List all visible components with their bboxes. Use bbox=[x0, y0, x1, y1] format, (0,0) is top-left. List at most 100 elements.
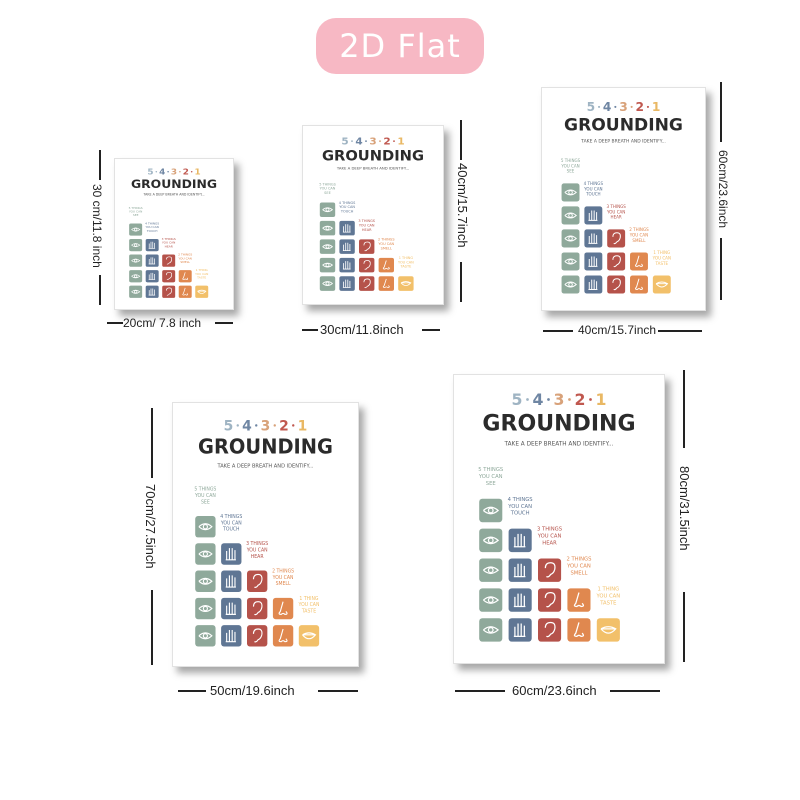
height-label: 80cm/31.5inch bbox=[677, 466, 692, 551]
step-label-line: 4 THINGS bbox=[220, 514, 242, 520]
poster-xxlarge: 5 4 3 2 1 GROUNDING TAKE A DEEP BREATH AND IDE… bbox=[453, 374, 665, 664]
step-label-line: 4 THINGS bbox=[145, 222, 159, 226]
eye-icon bbox=[129, 254, 143, 267]
height-line bbox=[683, 592, 685, 662]
step-label-line: YOU CAN bbox=[652, 255, 671, 260]
countdown-number: 5 bbox=[224, 418, 234, 434]
step-label-line: YOU CAN bbox=[507, 504, 532, 510]
ear-icon bbox=[538, 558, 562, 582]
step-label-line: TASTE bbox=[301, 608, 316, 614]
step-label-line: TOUCH bbox=[510, 511, 530, 517]
poster-small: 5 4 3 2 1 GROUNDING TAKE A DEEP BREATH AND IDE… bbox=[114, 158, 234, 310]
step-label-line: YOU CAN bbox=[478, 474, 503, 480]
eye-icon bbox=[195, 597, 216, 620]
countdown-number: 4 bbox=[603, 100, 612, 114]
step-label-line: SEE bbox=[201, 499, 210, 505]
height-line bbox=[720, 238, 722, 300]
width-line bbox=[455, 690, 505, 692]
poster-title: GROUNDING bbox=[482, 410, 635, 436]
hand-icon bbox=[339, 220, 355, 236]
step-label-line: SMELL bbox=[632, 238, 646, 243]
step-label-line: TASTE bbox=[655, 261, 669, 266]
height-line bbox=[151, 408, 153, 478]
step-label-line: 3 THINGS bbox=[246, 541, 268, 547]
step-label-line: TOUCH bbox=[585, 192, 601, 197]
step-label-line: SEE bbox=[133, 213, 139, 217]
nose-icon bbox=[272, 625, 294, 647]
eye-icon bbox=[561, 229, 580, 248]
step-label-line: YOU CAN bbox=[272, 575, 294, 581]
step-label-line: 5 THINGS bbox=[319, 182, 336, 186]
height-line bbox=[460, 262, 462, 302]
width-line bbox=[658, 330, 702, 332]
countdown-number: 2 bbox=[183, 168, 189, 178]
width-label: 40cm/15.7inch bbox=[578, 323, 657, 337]
poster-title: GROUNDING bbox=[131, 177, 217, 191]
step-label-line: YOU CAN bbox=[378, 242, 394, 246]
dot-separator bbox=[597, 105, 601, 108]
step-label-line: SMELL bbox=[381, 246, 392, 250]
dot-separator bbox=[273, 424, 276, 427]
countdown-number: 2 bbox=[575, 390, 586, 409]
dot-separator bbox=[379, 140, 381, 143]
countdown-number: 2 bbox=[383, 137, 390, 148]
eye-icon bbox=[561, 183, 580, 202]
countdown-number: 4 bbox=[355, 137, 362, 148]
step-label-line: YOU CAN bbox=[359, 224, 375, 228]
step-label-line: SEE bbox=[324, 191, 331, 195]
countdown-number: 1 bbox=[298, 418, 308, 434]
step-label-line: 3 THINGS bbox=[358, 219, 375, 223]
step-label-line: YOU CAN bbox=[320, 187, 336, 191]
hand-icon bbox=[508, 528, 532, 553]
hand-icon bbox=[339, 239, 355, 254]
style-badge: 2D Flat bbox=[316, 18, 484, 74]
height-line bbox=[151, 590, 153, 665]
eye-icon bbox=[561, 206, 580, 225]
eye-icon bbox=[319, 202, 336, 217]
hand-icon bbox=[584, 275, 603, 294]
nose-icon bbox=[567, 618, 591, 642]
poster-title: GROUNDING bbox=[198, 434, 333, 459]
mouth-icon bbox=[596, 618, 620, 642]
step-label-line: YOU CAN bbox=[246, 547, 268, 553]
width-line bbox=[543, 330, 573, 332]
hand-icon bbox=[145, 254, 159, 267]
hand-icon bbox=[584, 206, 603, 225]
width-line bbox=[610, 690, 660, 692]
eye-icon bbox=[129, 223, 143, 236]
step-label-line: YOU CAN bbox=[606, 209, 625, 214]
width-line bbox=[107, 322, 123, 324]
nose-icon bbox=[378, 276, 394, 291]
step-label-line: YOU CAN bbox=[629, 232, 648, 237]
dot-separator bbox=[255, 424, 258, 427]
step-label-line: SMELL bbox=[276, 581, 291, 587]
poster-subtitle: TAKE A DEEP BREATH AND IDENTIFY... bbox=[217, 463, 314, 469]
eye-icon bbox=[319, 257, 336, 273]
step-label-line: 3 THINGS bbox=[606, 204, 626, 209]
height-line bbox=[720, 82, 722, 142]
eye-icon bbox=[479, 588, 503, 612]
ear-icon bbox=[162, 254, 176, 267]
dot-separator bbox=[365, 140, 367, 143]
width-label: 60cm/23.6inch bbox=[512, 683, 597, 698]
ear-icon bbox=[538, 618, 562, 642]
step-label-line: 4 THINGS bbox=[508, 497, 534, 503]
step-label-line: HEAR bbox=[251, 554, 264, 560]
step-label-line: 3 THINGS bbox=[162, 237, 176, 241]
height-line bbox=[683, 370, 685, 448]
eye-icon bbox=[195, 543, 216, 565]
nose-icon bbox=[630, 275, 648, 294]
step-label-line: SEE bbox=[486, 481, 496, 487]
